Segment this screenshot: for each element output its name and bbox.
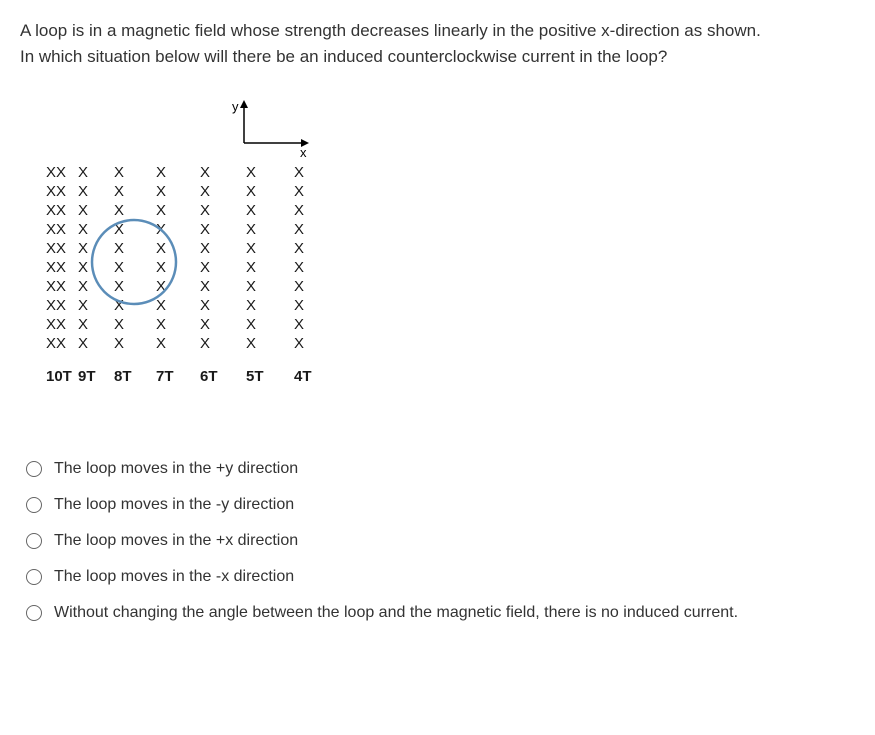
svg-text:X: X [156, 297, 166, 314]
svg-text:X: X [200, 335, 210, 352]
svg-text:X: X [246, 165, 256, 181]
svg-text:XX: XX [46, 335, 66, 352]
svg-text:X: X [78, 335, 88, 352]
svg-text:X: X [294, 335, 304, 352]
svg-text:X: X [294, 183, 304, 200]
svg-text:X: X [246, 221, 256, 238]
svg-text:X: X [78, 240, 88, 257]
answer-text: Without changing the angle between the l… [54, 604, 738, 622]
svg-text:10T: 10T [46, 368, 72, 385]
svg-text:X: X [156, 316, 166, 333]
svg-text:X: X [114, 335, 124, 352]
svg-text:X: X [200, 202, 210, 219]
svg-text:X: X [294, 259, 304, 276]
svg-text:X: X [246, 297, 256, 314]
svg-text:X: X [200, 165, 210, 181]
answer-list: The loop moves in the +y direction The lo… [26, 460, 855, 622]
svg-text:X: X [294, 278, 304, 295]
svg-text:X: X [200, 240, 210, 257]
svg-text:X: X [246, 259, 256, 276]
svg-text:X: X [294, 316, 304, 333]
svg-text:X: X [246, 335, 256, 352]
svg-text:X: X [156, 202, 166, 219]
svg-text:X: X [78, 297, 88, 314]
field-svg: XXXXXXXXXXXXXXXXXXXXXXXXXXXXXXXXXXXXXXXX… [38, 165, 338, 415]
svg-text:X: X [200, 259, 210, 276]
svg-text:X: X [246, 183, 256, 200]
svg-text:7T: 7T [156, 368, 174, 385]
question-line2: In which situation below will there be a… [20, 47, 667, 66]
answer-text: The loop moves in the -y direction [54, 496, 294, 514]
svg-text:X: X [246, 202, 256, 219]
svg-text:9T: 9T [78, 368, 96, 385]
svg-text:X: X [156, 183, 166, 200]
svg-text:X: X [294, 240, 304, 257]
svg-text:5T: 5T [246, 368, 264, 385]
svg-text:X: X [200, 183, 210, 200]
svg-text:XX: XX [46, 259, 66, 276]
svg-text:y: y [232, 99, 239, 114]
svg-text:X: X [156, 240, 166, 257]
svg-text:x: x [300, 145, 307, 159]
svg-text:X: X [78, 278, 88, 295]
radio-icon[interactable] [26, 569, 42, 585]
svg-text:X: X [200, 278, 210, 295]
answer-option-2[interactable]: The loop moves in the +x direction [26, 532, 855, 550]
svg-text:X: X [156, 259, 166, 276]
answer-text: The loop moves in the +y direction [54, 460, 298, 478]
question-line1: A loop is in a magnetic field whose stre… [20, 21, 761, 40]
svg-text:X: X [78, 183, 88, 200]
svg-text:XX: XX [46, 240, 66, 257]
svg-text:X: X [200, 316, 210, 333]
svg-text:X: X [78, 221, 88, 238]
svg-text:X: X [114, 278, 124, 295]
svg-text:6T: 6T [200, 368, 218, 385]
radio-icon[interactable] [26, 605, 42, 621]
svg-text:X: X [78, 202, 88, 219]
svg-text:X: X [246, 278, 256, 295]
svg-text:X: X [156, 335, 166, 352]
svg-text:XX: XX [46, 183, 66, 200]
svg-text:X: X [246, 316, 256, 333]
svg-text:4T: 4T [294, 368, 312, 385]
answer-text: The loop moves in the +x direction [54, 532, 298, 550]
svg-text:X: X [78, 316, 88, 333]
svg-text:X: X [114, 316, 124, 333]
svg-text:X: X [294, 202, 304, 219]
answer-option-3[interactable]: The loop moves in the -x direction [26, 568, 855, 586]
svg-text:XX: XX [46, 221, 66, 238]
svg-text:XX: XX [46, 316, 66, 333]
answer-option-1[interactable]: The loop moves in the -y direction [26, 496, 855, 514]
svg-text:X: X [156, 165, 166, 181]
svg-text:XX: XX [46, 297, 66, 314]
svg-text:X: X [114, 165, 124, 181]
svg-text:X: X [78, 165, 88, 181]
svg-text:X: X [78, 259, 88, 276]
svg-text:XX: XX [46, 202, 66, 219]
answer-text: The loop moves in the -x direction [54, 568, 294, 586]
svg-text:X: X [294, 165, 304, 181]
radio-icon[interactable] [26, 497, 42, 513]
axes-svg: yx [222, 99, 312, 159]
diagram: yx XXXXXXXXXXXXXXXXXXXXXXXXXXXXXXXXXXXXX… [38, 99, 855, 415]
svg-text:XX: XX [46, 165, 66, 181]
question-text: A loop is in a magnetic field whose stre… [20, 18, 855, 69]
svg-text:X: X [114, 240, 124, 257]
answer-option-0[interactable]: The loop moves in the +y direction [26, 460, 855, 478]
svg-text:8T: 8T [114, 368, 132, 385]
radio-icon[interactable] [26, 461, 42, 477]
svg-text:X: X [200, 297, 210, 314]
svg-text:X: X [200, 221, 210, 238]
svg-text:X: X [294, 297, 304, 314]
svg-text:XX: XX [46, 278, 66, 295]
svg-text:X: X [294, 221, 304, 238]
svg-text:X: X [114, 259, 124, 276]
svg-text:X: X [114, 202, 124, 219]
radio-icon[interactable] [26, 533, 42, 549]
svg-text:X: X [246, 240, 256, 257]
svg-text:X: X [114, 183, 124, 200]
answer-option-4[interactable]: Without changing the angle between the l… [26, 604, 855, 622]
